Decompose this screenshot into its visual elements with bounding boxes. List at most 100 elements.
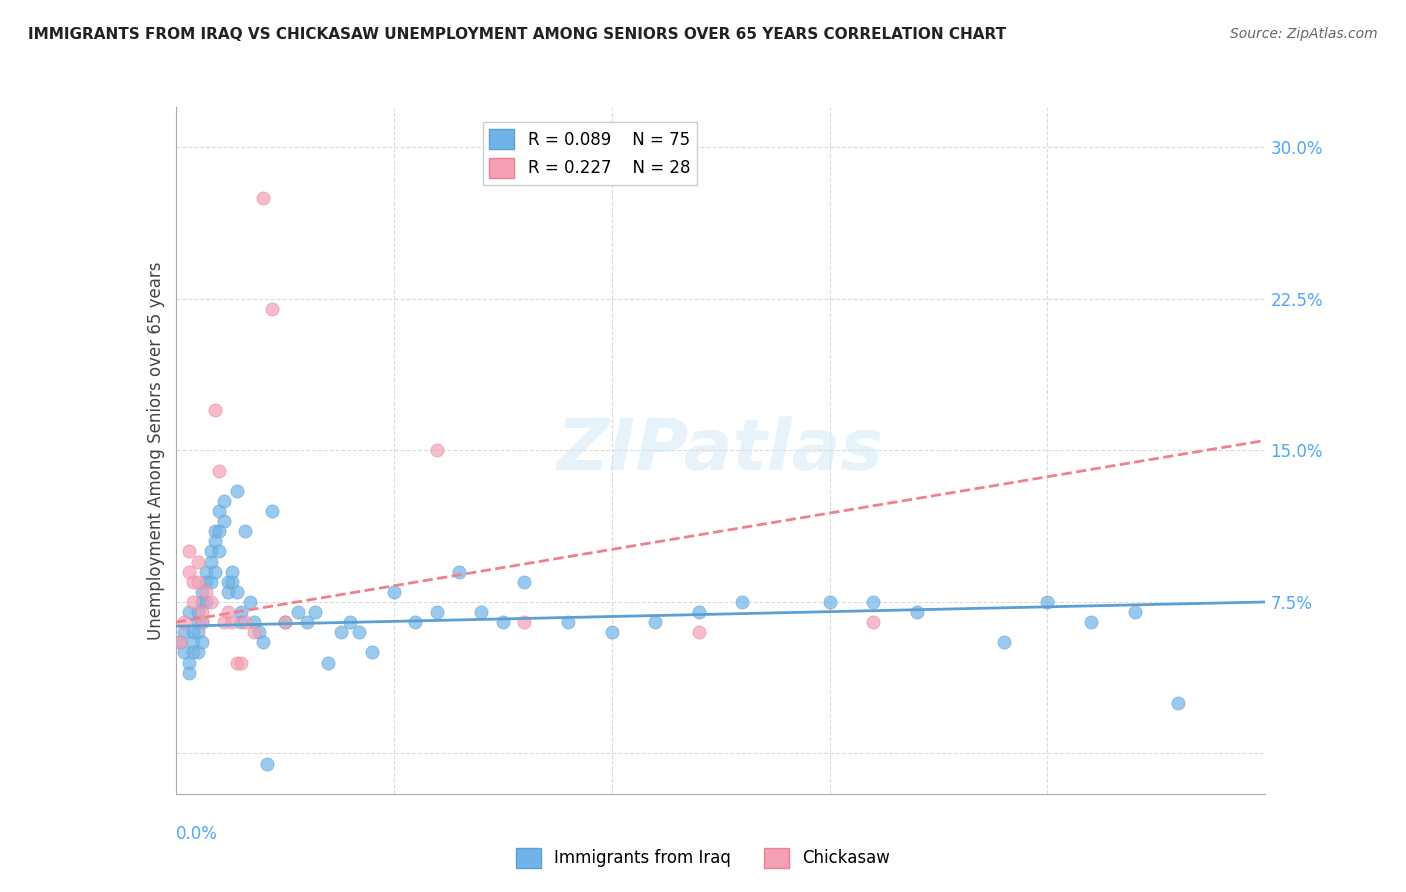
Point xyxy=(221,615,243,630)
Point xyxy=(204,403,226,417)
Point xyxy=(173,625,195,640)
Point xyxy=(217,605,239,619)
Point xyxy=(191,585,214,599)
Point xyxy=(993,635,1015,649)
Point xyxy=(1167,696,1189,710)
Point xyxy=(260,504,283,518)
Point xyxy=(405,615,427,630)
Point xyxy=(221,574,243,589)
Point xyxy=(212,514,235,528)
Point xyxy=(177,656,200,670)
Point xyxy=(204,565,226,579)
Point xyxy=(347,625,370,640)
Point xyxy=(225,585,247,599)
Point xyxy=(382,585,405,599)
Text: 0.0%: 0.0% xyxy=(176,825,218,843)
Point xyxy=(256,756,278,771)
Point xyxy=(173,645,195,659)
Point xyxy=(169,635,191,649)
Point xyxy=(231,656,253,670)
Point xyxy=(191,615,214,630)
Point xyxy=(200,555,222,569)
Point xyxy=(195,565,218,579)
Point xyxy=(177,665,200,680)
Point xyxy=(208,504,231,518)
Point xyxy=(191,635,214,649)
Point xyxy=(177,605,200,619)
Point xyxy=(295,615,318,630)
Point xyxy=(181,574,204,589)
Point xyxy=(225,656,247,670)
Point xyxy=(862,595,884,609)
Point xyxy=(217,574,239,589)
Point xyxy=(688,605,710,619)
Point xyxy=(360,645,382,659)
Point xyxy=(221,565,243,579)
Point xyxy=(644,615,666,630)
Point xyxy=(318,656,340,670)
Point xyxy=(208,524,231,539)
Point xyxy=(177,565,200,579)
Point xyxy=(217,585,239,599)
Point xyxy=(169,635,191,649)
Point xyxy=(186,645,209,659)
Legend: Immigrants from Iraq, Chickasaw: Immigrants from Iraq, Chickasaw xyxy=(509,841,897,875)
Point xyxy=(204,534,226,549)
Point xyxy=(181,595,204,609)
Point xyxy=(1036,595,1059,609)
Point xyxy=(731,595,754,609)
Point xyxy=(186,615,209,630)
Point xyxy=(274,615,297,630)
Point xyxy=(252,635,274,649)
Point xyxy=(195,595,218,609)
Point xyxy=(225,483,247,498)
Point xyxy=(177,544,200,558)
Point xyxy=(191,615,214,630)
Point xyxy=(208,464,231,478)
Point xyxy=(1080,615,1102,630)
Point xyxy=(212,615,235,630)
Text: IMMIGRANTS FROM IRAQ VS CHICKASAW UNEMPLOYMENT AMONG SENIORS OVER 65 YEARS CORRE: IMMIGRANTS FROM IRAQ VS CHICKASAW UNEMPL… xyxy=(28,27,1007,42)
Point xyxy=(239,595,262,609)
Point xyxy=(688,625,710,640)
Point xyxy=(235,524,257,539)
Point xyxy=(212,494,235,508)
Point xyxy=(600,625,623,640)
Point xyxy=(235,615,257,630)
Point xyxy=(513,574,536,589)
Point xyxy=(252,191,274,205)
Point xyxy=(186,555,209,569)
Text: Source: ZipAtlas.com: Source: ZipAtlas.com xyxy=(1230,27,1378,41)
Point xyxy=(200,595,222,609)
Point xyxy=(426,443,449,458)
Point xyxy=(247,625,270,640)
Point xyxy=(186,605,209,619)
Point xyxy=(243,615,266,630)
Point xyxy=(173,615,195,630)
Point xyxy=(181,645,204,659)
Point xyxy=(287,605,309,619)
Legend: R = 0.089    N = 75, R = 0.227    N = 28: R = 0.089 N = 75, R = 0.227 N = 28 xyxy=(482,122,697,185)
Point xyxy=(231,615,253,630)
Point xyxy=(905,605,928,619)
Point xyxy=(447,565,470,579)
Point xyxy=(557,615,579,630)
Point xyxy=(470,605,492,619)
Y-axis label: Unemployment Among Seniors over 65 years: Unemployment Among Seniors over 65 years xyxy=(148,261,166,640)
Point xyxy=(186,625,209,640)
Point xyxy=(1123,605,1146,619)
Point xyxy=(204,524,226,539)
Point xyxy=(195,585,218,599)
Point xyxy=(181,635,204,649)
Point xyxy=(181,625,204,640)
Point xyxy=(195,574,218,589)
Point xyxy=(513,615,536,630)
Text: ZIPatlas: ZIPatlas xyxy=(557,416,884,485)
Point xyxy=(200,544,222,558)
Point xyxy=(818,595,841,609)
Point xyxy=(862,615,884,630)
Point xyxy=(492,615,515,630)
Point xyxy=(231,605,253,619)
Point xyxy=(200,574,222,589)
Point xyxy=(186,574,209,589)
